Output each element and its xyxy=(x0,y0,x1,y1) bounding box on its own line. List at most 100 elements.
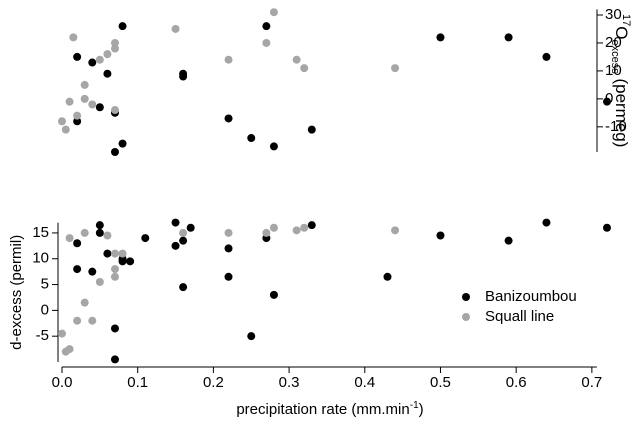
data-point xyxy=(73,111,82,120)
y-tick-label: -10 xyxy=(605,118,627,135)
data-point xyxy=(224,55,233,64)
data-point xyxy=(110,272,119,281)
data-point xyxy=(110,265,119,274)
data-point xyxy=(269,142,278,151)
data-point xyxy=(95,277,104,286)
data-point xyxy=(603,97,611,106)
data-point xyxy=(103,249,112,258)
data-point xyxy=(300,223,309,232)
data-point xyxy=(118,22,127,31)
data-point xyxy=(171,24,180,33)
data-point xyxy=(247,134,256,143)
y-tick-label: 5 xyxy=(41,276,49,293)
data-point xyxy=(58,117,66,126)
data-point xyxy=(247,332,256,341)
data-point xyxy=(95,103,104,112)
data-point xyxy=(73,239,82,248)
y-tick-label: 10 xyxy=(32,250,49,267)
x-tick-label: 0.1 xyxy=(127,374,148,391)
y-tick-label: 20 xyxy=(605,34,622,51)
data-point xyxy=(88,100,97,109)
data-point xyxy=(307,125,316,134)
y-tick-label: 10 xyxy=(605,62,622,79)
data-point xyxy=(383,272,392,281)
data-point xyxy=(436,33,445,42)
data-point xyxy=(300,64,309,73)
data-point xyxy=(110,355,119,364)
data-point xyxy=(269,8,278,17)
data-point xyxy=(126,257,135,266)
data-point xyxy=(292,55,301,64)
data-point xyxy=(171,218,180,227)
data-point xyxy=(224,228,233,237)
x-tick-label: 0.3 xyxy=(279,374,300,391)
data-point xyxy=(179,228,188,237)
data-point xyxy=(65,345,74,354)
legend-label: Banizoumbou xyxy=(485,288,577,305)
x-axis-label-part: precipitation rate (mm.min xyxy=(236,401,409,418)
y-axis-label-part: 17 xyxy=(620,14,632,26)
data-point xyxy=(542,218,551,227)
x-tick-label: 0.5 xyxy=(430,374,451,391)
data-point xyxy=(391,226,400,235)
data-point xyxy=(110,249,119,258)
legend-label: Squall line xyxy=(485,308,554,325)
data-point xyxy=(88,267,97,276)
data-point xyxy=(269,223,278,232)
y-axis-label-part: O xyxy=(612,26,631,39)
data-point xyxy=(141,234,150,243)
x-tick-label: 0.7 xyxy=(581,374,602,391)
x-axis-label-part: ) xyxy=(419,401,424,418)
data-point xyxy=(118,257,127,266)
data-point xyxy=(80,228,89,237)
y-axis-label-part: excess xyxy=(609,39,621,74)
legend-marker xyxy=(462,313,470,321)
x-tick-label: 0.6 xyxy=(506,374,527,391)
data-point xyxy=(88,316,97,325)
data-point xyxy=(224,272,233,281)
data-point xyxy=(95,228,104,237)
data-point xyxy=(262,22,271,31)
data-point xyxy=(262,228,271,237)
data-point xyxy=(307,221,316,230)
data-point xyxy=(118,249,127,258)
data-point xyxy=(110,324,119,333)
data-point xyxy=(65,234,74,243)
data-point xyxy=(118,139,127,148)
data-point xyxy=(179,236,188,245)
data-point xyxy=(95,55,104,64)
data-point xyxy=(110,38,119,47)
data-point xyxy=(179,283,188,292)
data-point xyxy=(224,114,233,123)
data-point xyxy=(110,106,119,115)
data-point xyxy=(292,226,301,235)
data-point xyxy=(88,58,97,67)
data-point xyxy=(73,52,82,61)
data-point xyxy=(80,94,89,103)
data-point xyxy=(391,64,400,73)
data-point xyxy=(73,316,82,325)
data-point xyxy=(171,241,180,250)
data-point xyxy=(224,244,233,253)
data-point xyxy=(73,117,82,126)
y-axis-label-part: (permeg) xyxy=(612,74,631,148)
data-point xyxy=(69,33,78,42)
data-point xyxy=(80,80,89,89)
data-point xyxy=(262,38,271,47)
data-point xyxy=(504,236,513,245)
x-tick-label: 0.4 xyxy=(354,374,375,391)
x-axis-label: precipitation rate (mm.min-1) xyxy=(236,400,423,418)
y-tick-label: 0 xyxy=(41,301,49,318)
data-point xyxy=(73,265,82,274)
legend-marker xyxy=(462,293,470,301)
data-point xyxy=(65,97,74,106)
data-point xyxy=(542,52,551,61)
y-tick-label: 15 xyxy=(32,224,49,241)
data-point xyxy=(269,290,278,299)
data-point xyxy=(504,33,513,42)
y-tick-label: -5 xyxy=(36,327,49,344)
data-point xyxy=(103,50,112,59)
data-point xyxy=(80,298,89,307)
data-point xyxy=(436,231,445,240)
